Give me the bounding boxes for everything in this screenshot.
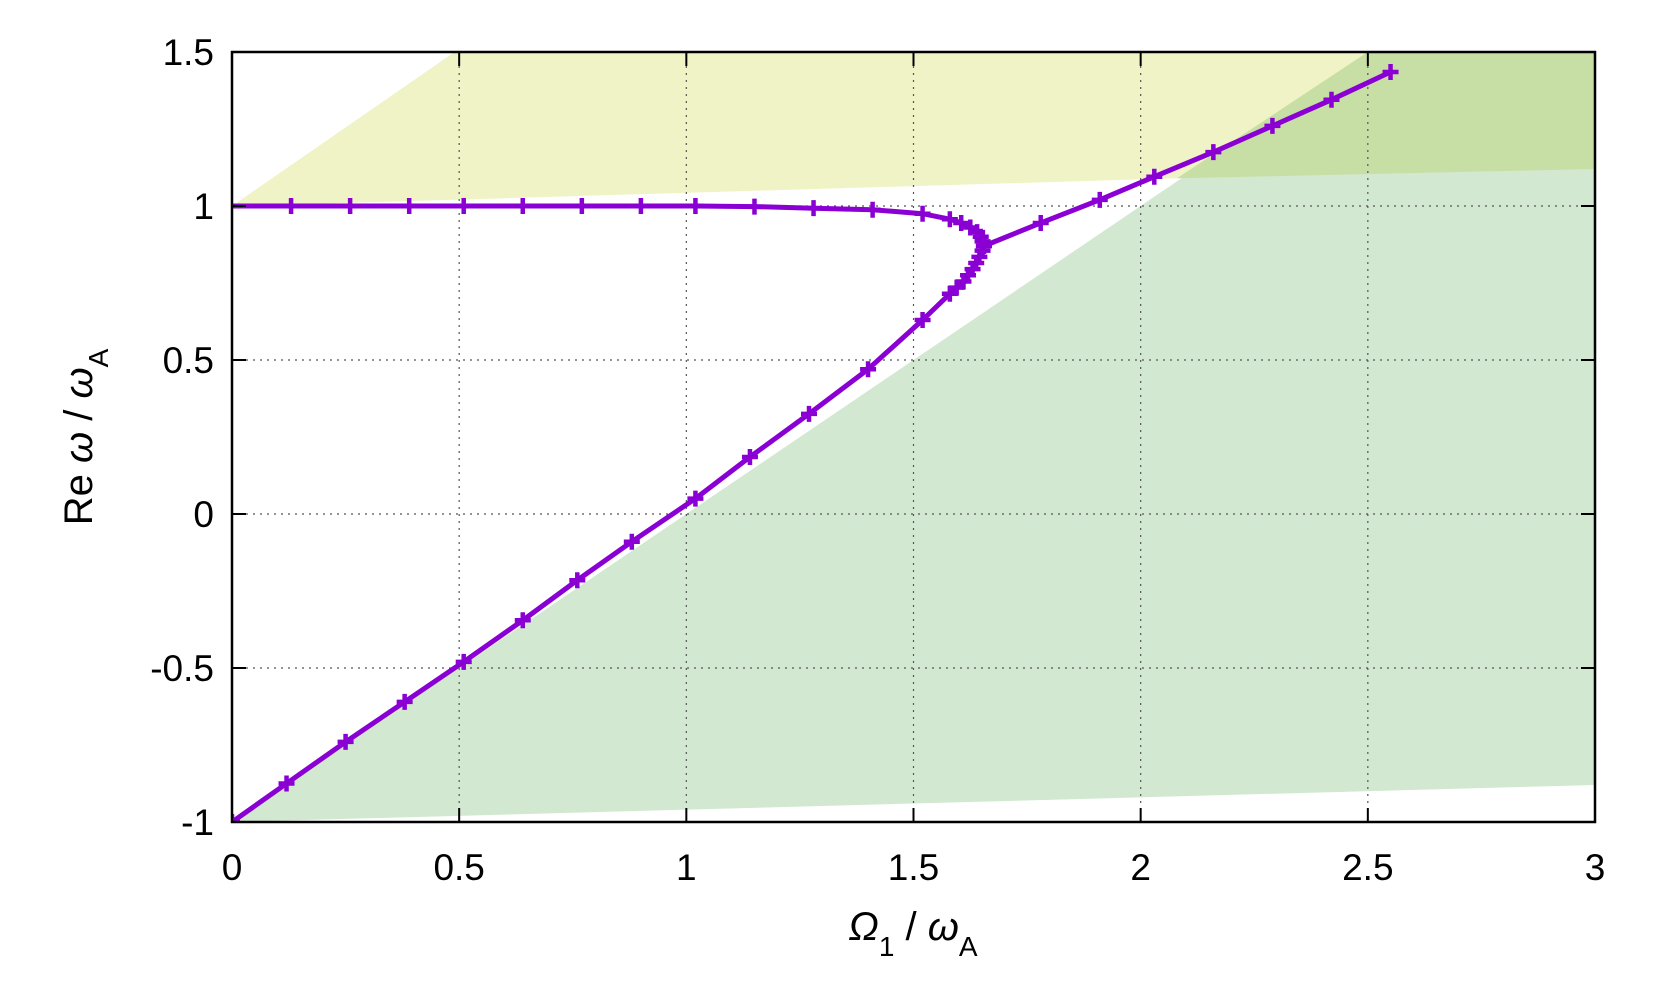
x-tick-label: 1 <box>676 847 697 888</box>
data-point <box>623 533 640 550</box>
data-series <box>232 64 1399 822</box>
data-point <box>1091 191 1108 208</box>
data-point <box>278 775 295 792</box>
data-point <box>1205 144 1222 161</box>
data-point <box>741 449 758 466</box>
data-point <box>283 198 300 214</box>
y-tick-label: -1 <box>181 802 214 843</box>
x-tick-label: 3 <box>1585 847 1606 888</box>
data-point <box>687 198 704 214</box>
y-tick-label: 1.5 <box>163 32 214 73</box>
data-point <box>746 198 763 215</box>
data-point <box>514 612 531 629</box>
y-tick-label: 1 <box>193 186 214 227</box>
data-point <box>1146 168 1163 185</box>
data-point <box>632 198 649 214</box>
data-point <box>953 214 970 231</box>
x-tick-label: 1.5 <box>888 847 939 888</box>
grid-lines <box>232 52 1595 822</box>
data-point <box>514 198 531 214</box>
data-point <box>396 693 413 710</box>
data-point <box>864 201 881 218</box>
data-point <box>941 211 958 228</box>
data-point <box>941 285 958 302</box>
y-tick-label: 0 <box>193 494 214 535</box>
data-point <box>573 198 590 214</box>
data-point <box>401 198 418 214</box>
x-tick-label: 2.5 <box>1342 847 1393 888</box>
x-tick-label: 0.5 <box>433 847 484 888</box>
y-axis-label: Re ω / ωA <box>57 348 114 525</box>
data-point <box>455 653 472 670</box>
data-point <box>1323 91 1340 108</box>
data-point <box>914 311 931 328</box>
data-point <box>914 205 931 222</box>
data-point <box>342 198 359 214</box>
data-point <box>337 733 354 750</box>
axis-ticks <box>231 51 1596 823</box>
x-axis-label: Ω1 / ωA <box>848 905 978 962</box>
y-tick-label: -0.5 <box>150 648 214 689</box>
data-point <box>1264 117 1281 134</box>
data-point <box>1382 64 1399 81</box>
data-point <box>975 238 992 255</box>
data-point <box>687 490 704 507</box>
data-point <box>801 405 818 422</box>
data-point <box>1032 214 1049 231</box>
data-point <box>569 572 586 589</box>
series-line-1 <box>981 69 1393 249</box>
shaded-region-2 <box>1177 52 1595 179</box>
data-point <box>805 200 822 217</box>
x-tick-label: 0 <box>222 847 243 888</box>
data-point <box>455 198 472 214</box>
data-point <box>860 361 877 378</box>
y-tick-label: 0.5 <box>163 340 214 381</box>
x-tick-label: 2 <box>1130 847 1151 888</box>
tick-labels: 0 0.5 1 1.5 2 2.5 3 -1 -0.5 0 0.5 1 1.5 <box>150 32 1605 888</box>
